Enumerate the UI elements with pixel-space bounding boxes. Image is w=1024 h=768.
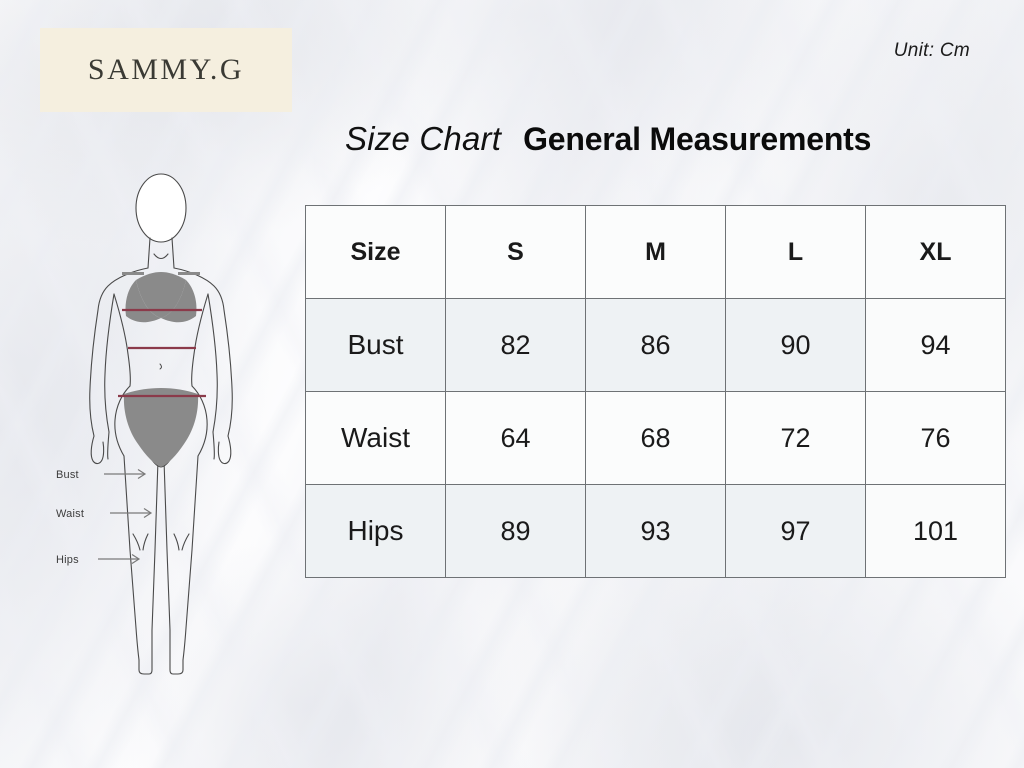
column-header-m: M (585, 205, 726, 299)
cell-waist-m: 68 (585, 391, 726, 485)
column-header-size: Size (305, 205, 446, 299)
table-header-row: Size S M L XL (305, 205, 1006, 299)
arrow-right-icon-bust (104, 468, 147, 480)
brand-logo: SAMMY.G (40, 28, 292, 112)
cell-bust-m: 86 (585, 298, 726, 392)
size-chart-table: Size S M L XL Bust 82 86 90 94 Waist 64 … (305, 205, 1006, 578)
unit-label: Unit: Cm (893, 40, 970, 61)
figure-label-hips: Hips (56, 554, 79, 566)
brand-logo-text: SAMMY.G (87, 53, 245, 86)
column-header-l: L (725, 205, 866, 299)
column-header-xl: XL (865, 205, 1006, 299)
page-title-italic: Size Chart (345, 120, 502, 157)
cell-hips-s: 89 (445, 484, 586, 578)
cell-waist-s: 64 (445, 391, 586, 485)
cell-hips-m: 93 (585, 484, 726, 578)
body-measurement-figure: Bust Waist Hips (36, 168, 286, 678)
cell-waist-l: 72 (725, 391, 866, 485)
cell-bust-xl: 94 (865, 298, 1006, 392)
cell-hips-xl: 101 (865, 484, 1006, 578)
figure-label-bust: Bust (56, 469, 79, 481)
column-header-s: S (445, 205, 586, 299)
row-label-hips: Hips (305, 484, 446, 578)
cell-hips-l: 97 (725, 484, 866, 578)
arrow-right-icon-hips (98, 553, 141, 565)
cell-waist-xl: 76 (865, 391, 1006, 485)
cell-bust-s: 82 (445, 298, 586, 392)
row-label-bust: Bust (305, 298, 446, 392)
page-title: Size Chart General Measurements (345, 120, 871, 158)
page-title-bold: General Measurements (523, 121, 872, 157)
row-label-waist: Waist (305, 391, 446, 485)
figure-label-waist: Waist (56, 508, 85, 520)
table-row-bust: Bust 82 86 90 94 (305, 298, 1006, 392)
female-body-icon (89, 173, 233, 675)
arrow-right-icon-waist (110, 507, 153, 519)
table-row-hips: Hips 89 93 97 101 (305, 484, 1006, 578)
table-row-waist: Waist 64 68 72 76 (305, 391, 1006, 485)
cell-bust-l: 90 (725, 298, 866, 392)
